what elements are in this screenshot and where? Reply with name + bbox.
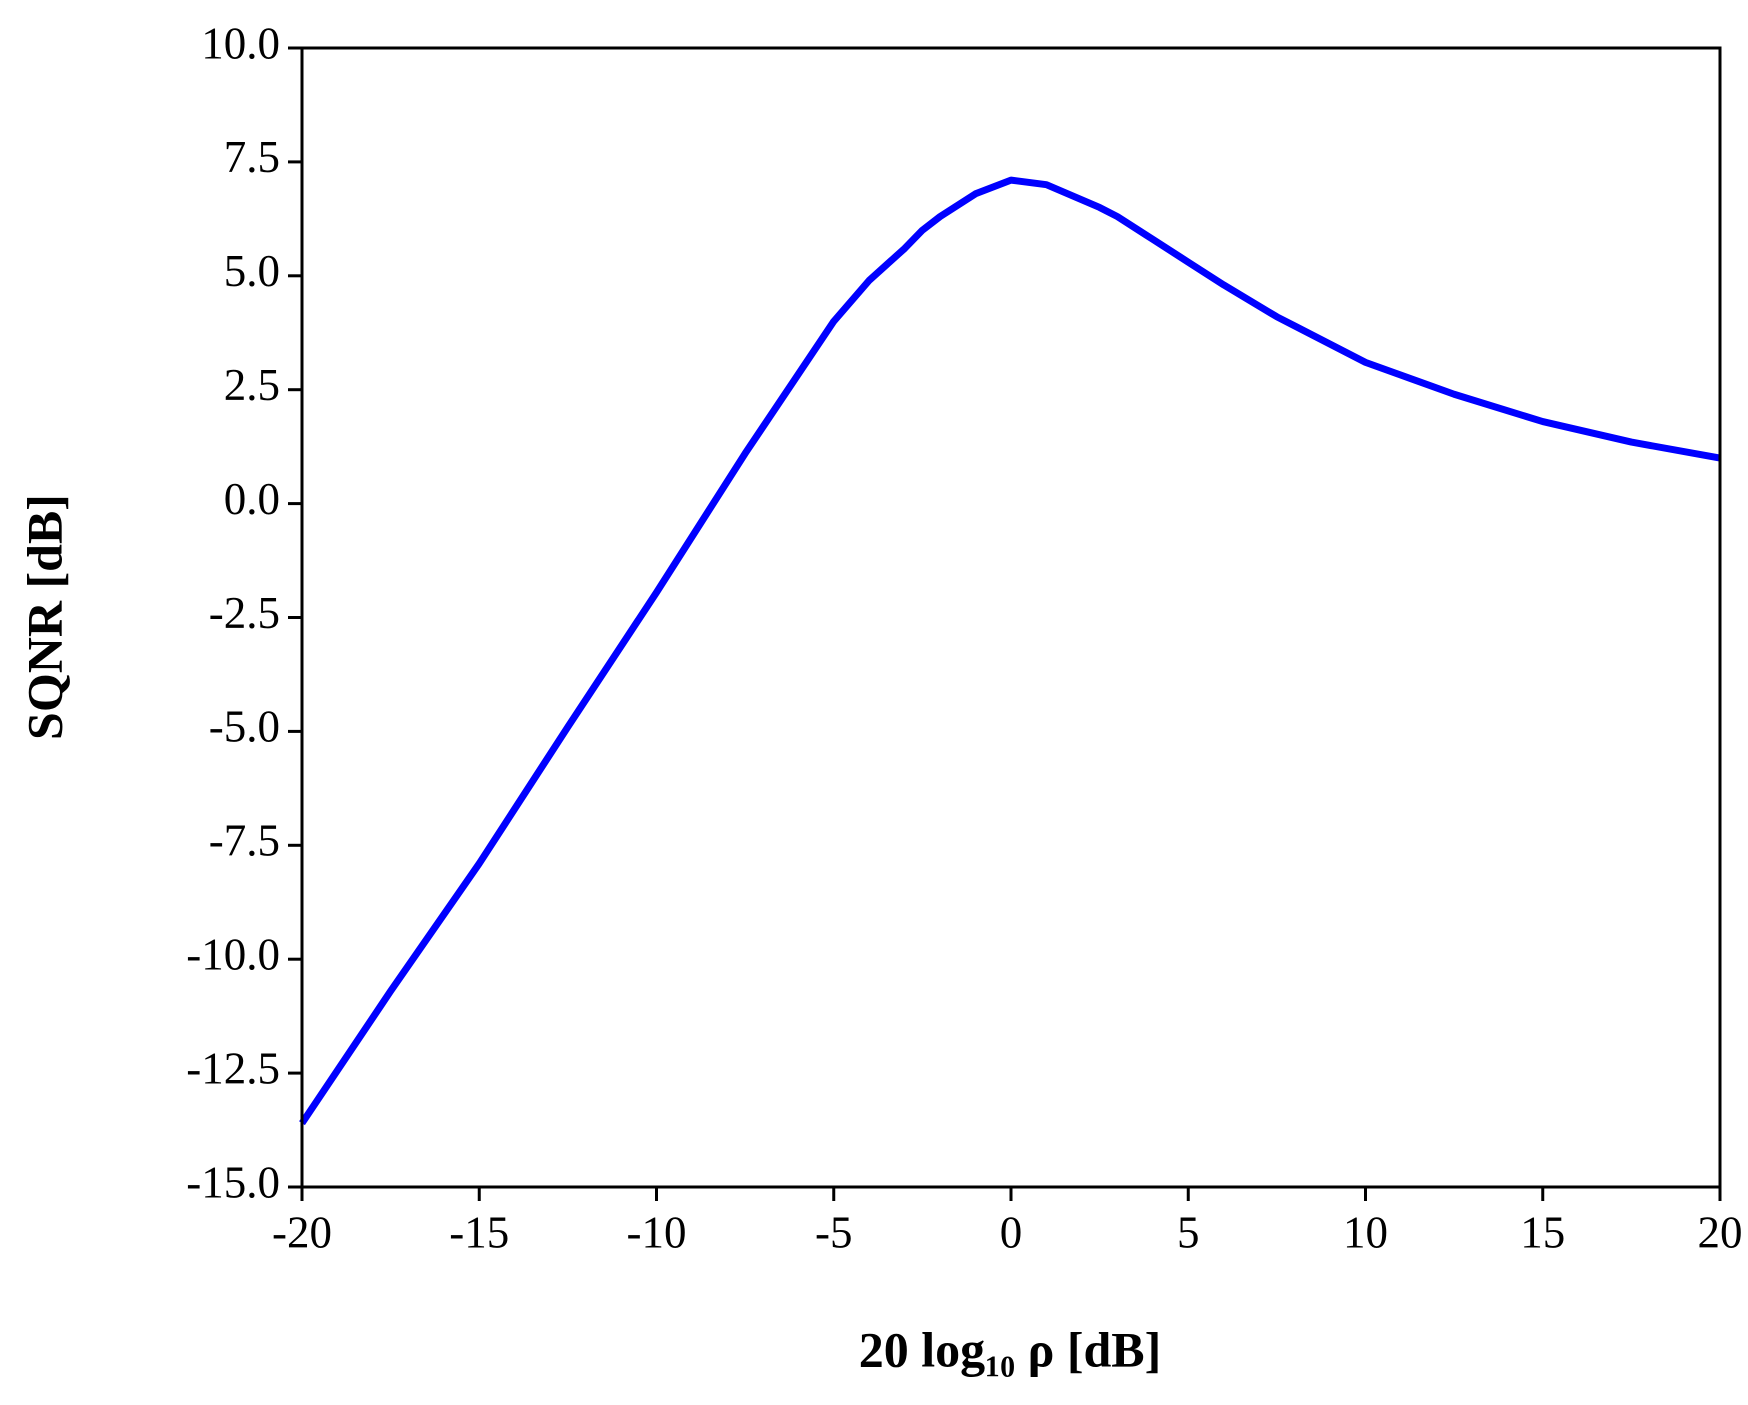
y-tick-label: -5.0 (209, 702, 280, 752)
y-tick-label: 2.5 (224, 360, 280, 410)
y-tick-label: -12.5 (186, 1043, 280, 1093)
y-tick-label: -10.0 (186, 930, 280, 980)
x-tick-label: 20 (1698, 1207, 1743, 1257)
x-tick-label: 0 (1000, 1207, 1023, 1257)
y-tick-label: -15.0 (186, 1157, 280, 1207)
line (299, 176, 1721, 1126)
x-tick-label: 10 (1343, 1207, 1388, 1257)
y-tick-label: -7.5 (209, 816, 280, 866)
x-axis-label: 20 log₁₀ ρ [dB] (859, 1321, 1162, 1377)
y-tick-label: 5.0 (224, 246, 280, 296)
y-tick-label: 0.0 (224, 474, 280, 524)
x-tick-label: -20 (272, 1207, 332, 1257)
x-tick-label: -10 (627, 1207, 687, 1257)
y-axis-label: SQNR [dB] (16, 494, 72, 740)
x-tick-label: -5 (815, 1207, 853, 1257)
y-tick-label: -2.5 (209, 588, 280, 638)
x-tick-label: 15 (1520, 1207, 1565, 1257)
x-tick-label: 5 (1177, 1207, 1200, 1257)
y-tick-label: 10.0 (201, 18, 280, 68)
plot-frame (300, 46, 1722, 1189)
x-tick-label: -15 (449, 1207, 509, 1257)
y-tick-label: 7.5 (224, 132, 280, 182)
